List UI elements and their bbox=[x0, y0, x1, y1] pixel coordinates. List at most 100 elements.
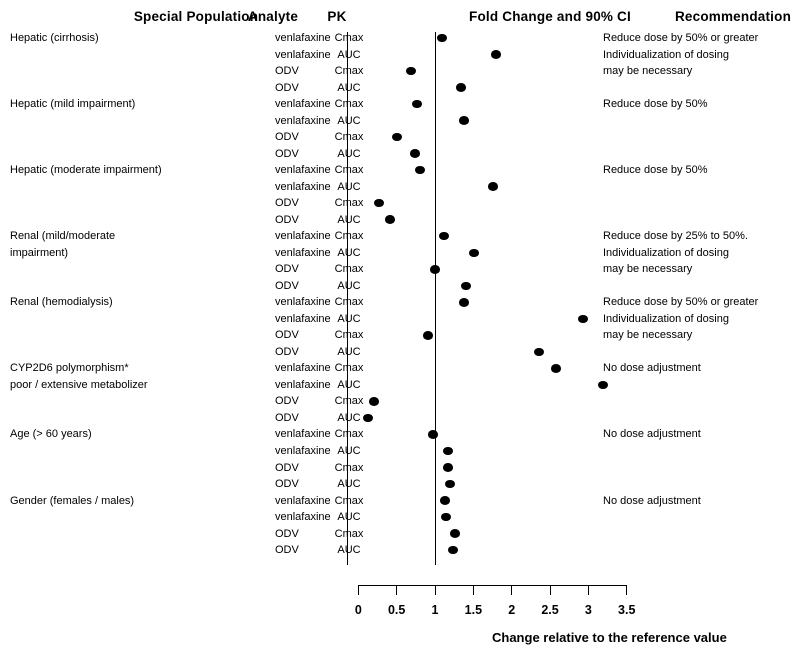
x-axis-tick bbox=[434, 585, 436, 595]
analyte-label: ODV bbox=[275, 411, 299, 424]
data-point bbox=[439, 496, 450, 505]
analyte-label: ODV bbox=[275, 478, 299, 491]
recommendation-text: No dose adjustment bbox=[603, 494, 701, 507]
data-point bbox=[551, 364, 562, 373]
pk-label: AUC bbox=[337, 511, 361, 524]
analyte-label: ODV bbox=[275, 197, 299, 210]
x-axis-tick bbox=[511, 585, 513, 595]
population-label: Hepatic (mild impairment) bbox=[10, 98, 136, 111]
recommendation-text: Individualization of dosing bbox=[603, 312, 729, 325]
analyte-label: ODV bbox=[275, 395, 299, 408]
pk-label: AUC bbox=[337, 411, 361, 424]
analyte-label: ODV bbox=[275, 329, 299, 342]
recommendation-text: Reduce dose by 50% or greater bbox=[603, 32, 759, 44]
population-label: Hepatic (cirrhosis) bbox=[10, 32, 99, 44]
analyte-label: ODV bbox=[275, 131, 299, 144]
pk-label: Cmax bbox=[334, 296, 364, 309]
column-header-recommendation: Recommendation bbox=[674, 9, 792, 24]
analyte-label: venlafaxine bbox=[275, 296, 331, 309]
analyte-label: ODV bbox=[275, 263, 299, 276]
data-point bbox=[428, 430, 439, 439]
data-point bbox=[423, 331, 434, 340]
data-point bbox=[436, 33, 447, 43]
pk-label: AUC bbox=[337, 48, 361, 61]
analyte-label: venlafaxine bbox=[275, 378, 331, 391]
analyte-label: venlafaxine bbox=[275, 164, 331, 177]
data-point bbox=[363, 413, 374, 423]
data-point bbox=[469, 248, 480, 257]
data-point bbox=[449, 529, 460, 538]
recommendation-text: may be necessary bbox=[603, 65, 693, 78]
analyte-label: venlafaxine bbox=[275, 362, 331, 375]
analyte-label: venlafaxine bbox=[275, 114, 331, 127]
recommendation-text: No dose adjustment bbox=[603, 362, 701, 375]
analyte-label: venlafaxine bbox=[275, 428, 331, 441]
data-point bbox=[443, 463, 454, 472]
data-point bbox=[487, 182, 498, 191]
pk-label: AUC bbox=[337, 445, 361, 457]
column-header-analyte: Analyte bbox=[247, 9, 299, 24]
pk-label: Cmax bbox=[334, 65, 364, 78]
analyte-label: ODV bbox=[275, 65, 299, 78]
pk-label: Cmax bbox=[334, 428, 364, 441]
population-label: Gender (females / males) bbox=[10, 494, 135, 507]
data-point bbox=[439, 231, 450, 241]
x-axis-tick-label: 3.5 bbox=[618, 603, 636, 617]
analyte-label: ODV bbox=[275, 147, 299, 160]
population-label: Hepatic (moderate impairment) bbox=[10, 164, 162, 177]
pk-label: AUC bbox=[337, 378, 361, 391]
pk-label: Cmax bbox=[334, 461, 364, 474]
analyte-label: venlafaxine bbox=[275, 98, 331, 111]
x-axis-tick-label: 0 bbox=[354, 603, 362, 617]
data-point bbox=[578, 314, 589, 324]
analyte-label: ODV bbox=[275, 345, 299, 358]
plot-left-border-line bbox=[347, 32, 348, 565]
x-axis-tick bbox=[587, 585, 589, 595]
pk-label: AUC bbox=[337, 81, 361, 94]
recommendation-text: may be necessary bbox=[603, 263, 693, 276]
x-axis-tick bbox=[472, 585, 474, 595]
x-axis-line bbox=[358, 585, 627, 586]
recommendation-text: Individualization of dosing bbox=[603, 246, 729, 259]
pk-label: Cmax bbox=[334, 362, 364, 375]
reference-line bbox=[435, 32, 436, 565]
pk-label: Cmax bbox=[334, 527, 364, 540]
pk-label: Cmax bbox=[334, 230, 364, 243]
population-label: Renal (mild/moderate bbox=[10, 230, 116, 243]
population-label: CYP2D6 polymorphism* bbox=[10, 362, 129, 375]
x-axis-tick bbox=[549, 585, 551, 595]
data-point bbox=[430, 265, 440, 274]
analyte-label: ODV bbox=[275, 213, 299, 226]
x-axis-title: Change relative to the reference value bbox=[492, 630, 727, 645]
data-point bbox=[440, 512, 451, 522]
data-point bbox=[384, 215, 395, 224]
data-point bbox=[374, 198, 384, 208]
pk-label: Cmax bbox=[334, 197, 364, 210]
analyte-label: ODV bbox=[275, 544, 299, 557]
data-point bbox=[368, 397, 379, 406]
data-point bbox=[412, 99, 423, 109]
pk-label: Cmax bbox=[334, 263, 364, 276]
data-point bbox=[414, 165, 425, 175]
data-point bbox=[443, 446, 454, 456]
pk-label: AUC bbox=[337, 345, 361, 358]
analyte-label: ODV bbox=[275, 81, 299, 94]
recommendation-text: Reduce dose by 50% bbox=[603, 164, 708, 177]
pk-label: AUC bbox=[337, 147, 361, 160]
analyte-label: ODV bbox=[275, 461, 299, 474]
analyte-label: venlafaxine bbox=[275, 312, 331, 325]
x-axis-tick-label: 2.5 bbox=[541, 603, 559, 617]
pk-label: AUC bbox=[337, 279, 361, 292]
pk-label: Cmax bbox=[334, 164, 364, 177]
pk-label: Cmax bbox=[334, 494, 364, 507]
pk-label: Cmax bbox=[334, 329, 364, 342]
analyte-label: venlafaxine bbox=[275, 180, 331, 193]
column-header-special-population: Special Population bbox=[133, 9, 259, 24]
data-point bbox=[456, 83, 467, 92]
x-axis-tick bbox=[396, 585, 398, 595]
analyte-label: venlafaxine bbox=[275, 494, 331, 507]
analyte-label: venlafaxine bbox=[275, 445, 331, 457]
x-axis-tick bbox=[626, 585, 628, 595]
data-point bbox=[459, 298, 470, 307]
